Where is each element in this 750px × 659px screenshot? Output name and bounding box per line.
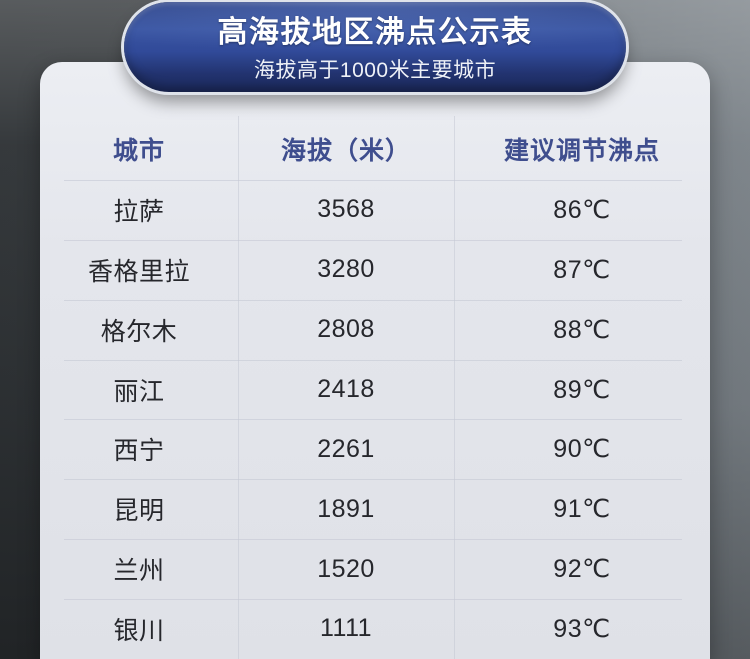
altitude-cell: 1891: [317, 494, 375, 523]
table-row: 兰州 1520 92℃: [40, 539, 710, 599]
altitude-cell: 1520: [317, 554, 375, 583]
altitude-cell: 3280: [317, 255, 375, 284]
altitude-cell: 2261: [317, 434, 375, 463]
city-cell: 西宁: [113, 437, 165, 466]
table-row: 格尔木 2808 88℃: [40, 299, 710, 360]
table-header-row: 城市 海拔（米） 建议调节沸点: [40, 62, 710, 180]
table-row: 西宁 2261 90℃: [40, 419, 710, 479]
table-row: 昆明 1891 91℃: [40, 479, 710, 539]
city-cell: 拉萨: [113, 197, 165, 226]
city-cell: 香格里拉: [87, 257, 190, 286]
column-header-boiling-point: 建议调节沸点: [503, 137, 660, 165]
column-divider-2: [454, 116, 455, 659]
column-divider-1: [238, 116, 239, 659]
column-header-altitude: 海拔（米）: [280, 137, 411, 165]
city-cell: 银川: [113, 616, 165, 645]
column-header-city: 城市: [112, 137, 165, 165]
altitude-cell: 3568: [317, 195, 375, 224]
boiling-point-cell: 88℃: [553, 315, 611, 344]
boiling-point-table-card: 城市 海拔（米） 建议调节沸点 拉萨 3568 86℃ 香格里拉 3280 87…: [40, 62, 710, 659]
city-cell: 昆明: [113, 497, 165, 526]
title-banner: 高海拔地区沸点公示表 海拔高于1000米主要城市: [124, 2, 626, 92]
altitude-cell: 2418: [317, 375, 375, 403]
city-cell: 兰州: [113, 557, 165, 586]
table-row: 香格里拉 3280 87℃: [40, 239, 710, 300]
table-row: 丽江 2418 89℃: [40, 359, 710, 420]
table-body: 拉萨 3568 86℃ 香格里拉 3280 87℃ 格尔木 2808 88℃ 丽…: [40, 180, 710, 659]
boiling-point-cell: 90℃: [553, 435, 611, 464]
boiling-point-cell: 92℃: [553, 555, 611, 584]
boiling-point-cell: 87℃: [553, 255, 611, 284]
boiling-point-cell: 91℃: [553, 495, 611, 524]
table-row: 银川 1111 93℃: [40, 599, 710, 659]
city-cell: 丽江: [113, 377, 165, 406]
boiling-point-cell: 93℃: [553, 614, 611, 643]
altitude-cell: 1111: [319, 614, 373, 643]
table-row: 拉萨 3568 86℃: [40, 180, 710, 240]
city-cell: 格尔木: [100, 317, 178, 346]
boiling-point-cell: 86℃: [553, 195, 611, 224]
page-title: 高海拔地区沸点公示表: [217, 15, 533, 49]
altitude-cell: 2808: [317, 315, 375, 344]
page-subtitle: 海拔高于1000米主要城市: [253, 58, 497, 82]
boiling-point-cell: 89℃: [553, 375, 611, 404]
